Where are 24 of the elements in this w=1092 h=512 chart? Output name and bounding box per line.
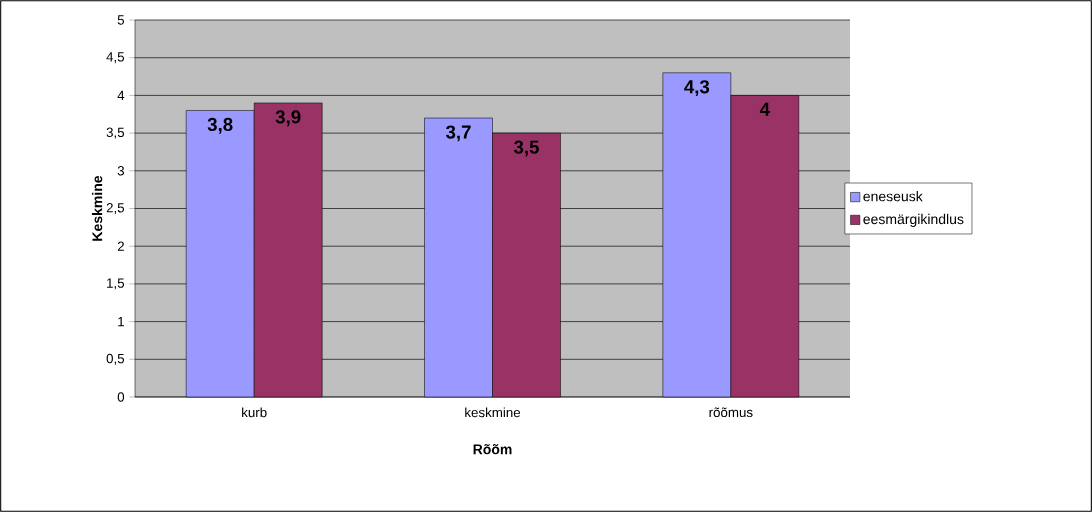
y-tick-label: 3 <box>117 166 125 176</box>
data-label: 3,9 <box>275 110 301 127</box>
y-tick-label: 1 <box>118 317 124 327</box>
y-tick-label: 0,5 <box>106 353 125 365</box>
x-tick-label: kurb <box>242 407 267 418</box>
data-label: 3,7 <box>445 125 471 142</box>
y-tick-label: 0 <box>117 392 125 402</box>
y-tick-label: 4 <box>117 90 125 100</box>
legend-label: eneseusk <box>863 191 923 202</box>
data-label: 4 <box>759 102 770 116</box>
y-tick-label: 4,5 <box>106 52 125 64</box>
y-axis-title: Keskmine <box>91 175 103 241</box>
y-tick-label: 1,5 <box>107 278 125 290</box>
legend-label: eesmärgikindlus <box>863 213 964 227</box>
y-tick-label: 2 <box>117 241 124 251</box>
y-tick-label: 2,5 <box>106 203 125 215</box>
data-label: 3,5 <box>513 140 539 157</box>
y-tick-label: 5 <box>117 15 125 25</box>
data-label: 4,3 <box>684 80 710 97</box>
x-axis-title: Rõõm <box>473 444 512 455</box>
data-label: 3,8 <box>207 117 233 134</box>
x-tick-label: keskmine <box>465 407 521 418</box>
y-tick-label: 3,5 <box>106 127 125 139</box>
x-tick-label: rõõmus <box>709 407 753 418</box>
